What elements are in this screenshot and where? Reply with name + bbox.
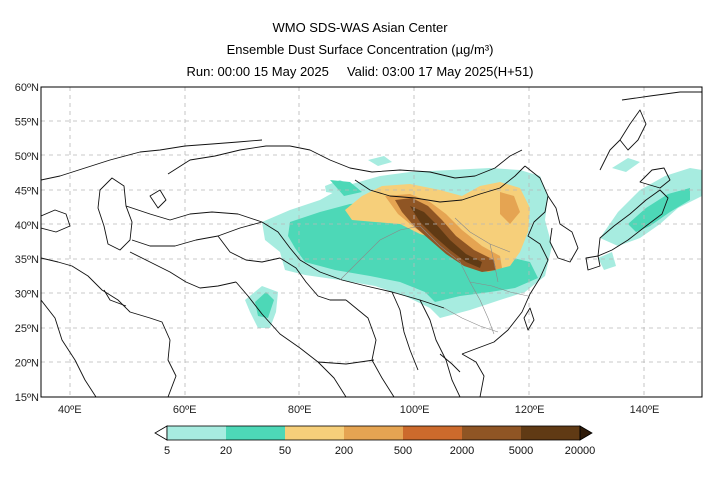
map-frame [40,86,703,398]
colorbar-label: 500 [394,445,412,457]
colorbar-segment [462,426,521,440]
colorbar-label: 2000 [450,445,474,457]
lon-tick-label: 100ºE [400,404,430,416]
lon-tick-label: 140ºE [630,404,660,416]
province-borders [339,217,529,335]
colorbar-segment [344,426,403,440]
longitude-tick-labels: 40ºE 60ºE 80ºE 100ºE 120ºE 140ºE [58,404,659,416]
run-time-label: Run: 00:00 15 May 2025 [186,64,329,79]
lat-tick-label: 35ºN [15,254,39,266]
colorbar-segment [167,426,226,440]
lon-tick-label: 80ºE [288,404,312,416]
colorbar-under-arrow [154,425,168,441]
dust-level-20-region [628,188,690,232]
latitude-tick-labels: 15ºN 20ºN 25ºN 30ºN 35ºN 40ºN 45ºN 50ºN 55ºN 60ºN [15,82,39,404]
country-borders [41,91,702,397]
colorbar-frame [166,425,581,441]
dust-level-5-region [612,158,640,172]
lon-tick-label: 40ºE [58,404,82,416]
lat-tick-label: 60ºN [15,82,39,94]
colorbar-segment [521,426,580,440]
map-title: WMO SDS-WAS Asian Center [272,20,448,35]
lat-tick-label: 30ºN [15,289,39,301]
dust-level-5-region [598,252,616,270]
dust-level-20-region [288,200,538,302]
colorbar-label: 20000 [565,445,596,457]
run-valid-line: Run: 00:00 15 May 2025 Valid: 03:00 17 M… [0,64,720,80]
colorbar-over-arrow [579,425,593,441]
lon-tick-label: 60ºE [173,404,197,416]
map-subtitle: Ensemble Dust Surface Concentration (µg/… [226,42,494,57]
dust-level-20-region [330,180,362,196]
dust-level-2000-region [410,206,482,268]
lat-tick-label: 20ºN [15,358,39,370]
dust-level-200-region [500,192,520,224]
lat-tick-label: 50ºN [15,151,39,163]
dust-level-5-region [368,156,392,166]
dust-concentration-field [245,156,702,328]
colorbar-label: 5 [164,445,170,457]
colorbar: 5 20 50 200 500 2000 5000 20000 [154,425,596,457]
lat-tick-label: 40ºN [15,220,39,232]
colorbar-label: 200 [335,445,353,457]
colorbar-segment [285,426,344,440]
lat-tick-label: 25ºN [15,323,39,335]
lat-tick-label: 15ºN [15,392,39,404]
dust-level-50-region [470,200,500,228]
colorbar-label: 5000 [509,445,533,457]
valid-time-label: Valid: 03:00 17 May 2025(H+51) [346,64,534,79]
colorbar-label: 20 [220,445,232,457]
lat-tick-label: 55ºN [15,116,39,128]
colorbar-segment [403,426,462,440]
lon-tick-label: 120ºE [515,404,545,416]
colorbar-label: 50 [279,445,291,457]
colorbar-segment [226,426,285,440]
lat-tick-label: 45ºN [15,185,39,197]
